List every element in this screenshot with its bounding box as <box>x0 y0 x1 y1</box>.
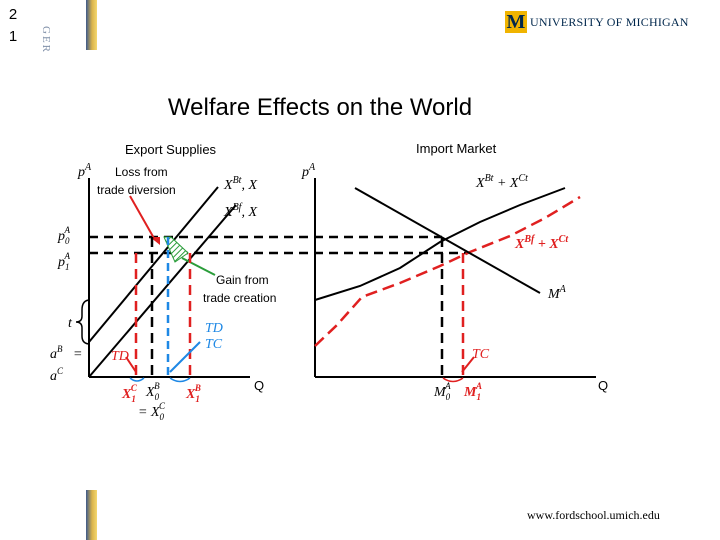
q-label-m0: M0A <box>433 381 451 402</box>
td-brace-blue <box>129 377 145 382</box>
loss-pointer-line <box>129 195 156 241</box>
q-label-x1c: X1C <box>121 383 138 404</box>
slide-number-digit-2: 1 <box>8 28 18 45</box>
tariff-label: t <box>68 316 73 331</box>
slide-number: 2 1 <box>6 4 20 48</box>
slide-title: Welfare Effects on the World <box>167 94 473 121</box>
tariff-brace <box>75 299 91 345</box>
price-label-p1: p1A <box>57 251 71 272</box>
q-label-x0c: = X0C <box>138 401 166 422</box>
left-heading: Export Supplies <box>125 142 217 157</box>
right-y-axis-label: pA <box>301 162 316 180</box>
supply-curve-free <box>88 204 237 378</box>
left-y-axis-label: pA <box>77 162 92 180</box>
import-supply-free-label: XBf + XCt <box>514 234 569 252</box>
loss-label-line-1: Loss from <box>115 165 168 179</box>
intercept-equals: = <box>73 347 82 362</box>
td-label-blue: TD <box>205 321 223 336</box>
tc-label-red: TC <box>472 347 490 362</box>
import-demand-label: MA <box>547 284 567 302</box>
price-label-p0: p0A <box>57 225 71 246</box>
tc-pointer-red <box>461 356 475 373</box>
td-pointer-red <box>125 356 137 373</box>
tc-brace-blue <box>169 377 191 383</box>
td-label-red: TD <box>111 349 129 364</box>
loss-label-line-2: trade diversion <box>97 183 176 197</box>
university-logo: M UNIVERSITY OF MICHIGAN <box>505 10 689 34</box>
decorative-bar-top <box>86 0 97 50</box>
supply-curve-with-tariff <box>88 186 219 343</box>
tdtc-pointer-blue <box>169 341 201 373</box>
q-label-x0b: X0B <box>145 381 160 402</box>
import-supply-curve-tariff <box>314 187 566 301</box>
supply-curve-label-1: XBt, X <box>223 175 257 193</box>
decorative-bar-bottom <box>86 490 97 540</box>
import-supply-curve-free <box>314 195 581 347</box>
right-heading: Import Market <box>416 141 497 156</box>
gain-pointer-line <box>181 257 216 276</box>
gain-label-line-2: trade creation <box>203 291 276 305</box>
gain-label-line-1: Gain from <box>216 273 269 287</box>
left-x-axis-label: Q <box>254 378 264 393</box>
q-label-x1b: X1B <box>185 383 201 404</box>
tc-brace-red <box>442 377 464 383</box>
slide-number-digit-1: 2 <box>8 6 18 23</box>
supply-curve-label-2: XBf, X <box>223 202 257 220</box>
intercept-aB: aB <box>50 344 63 362</box>
intercept-aC: aC <box>50 366 64 384</box>
block-m-logo-icon: M <box>505 11 527 33</box>
footer-url[interactable]: www.fordschool.umich.edu <box>527 508 660 522</box>
import-supply-label: XBt + XCt <box>475 173 528 191</box>
right-x-axis-label: Q <box>598 378 608 393</box>
tc-label-blue: TC <box>205 337 223 352</box>
import-demand-curve <box>354 187 541 294</box>
q-label-m1: M1A <box>463 381 482 402</box>
logo-text: UNIVERSITY OF MICHIGAN <box>530 14 689 29</box>
